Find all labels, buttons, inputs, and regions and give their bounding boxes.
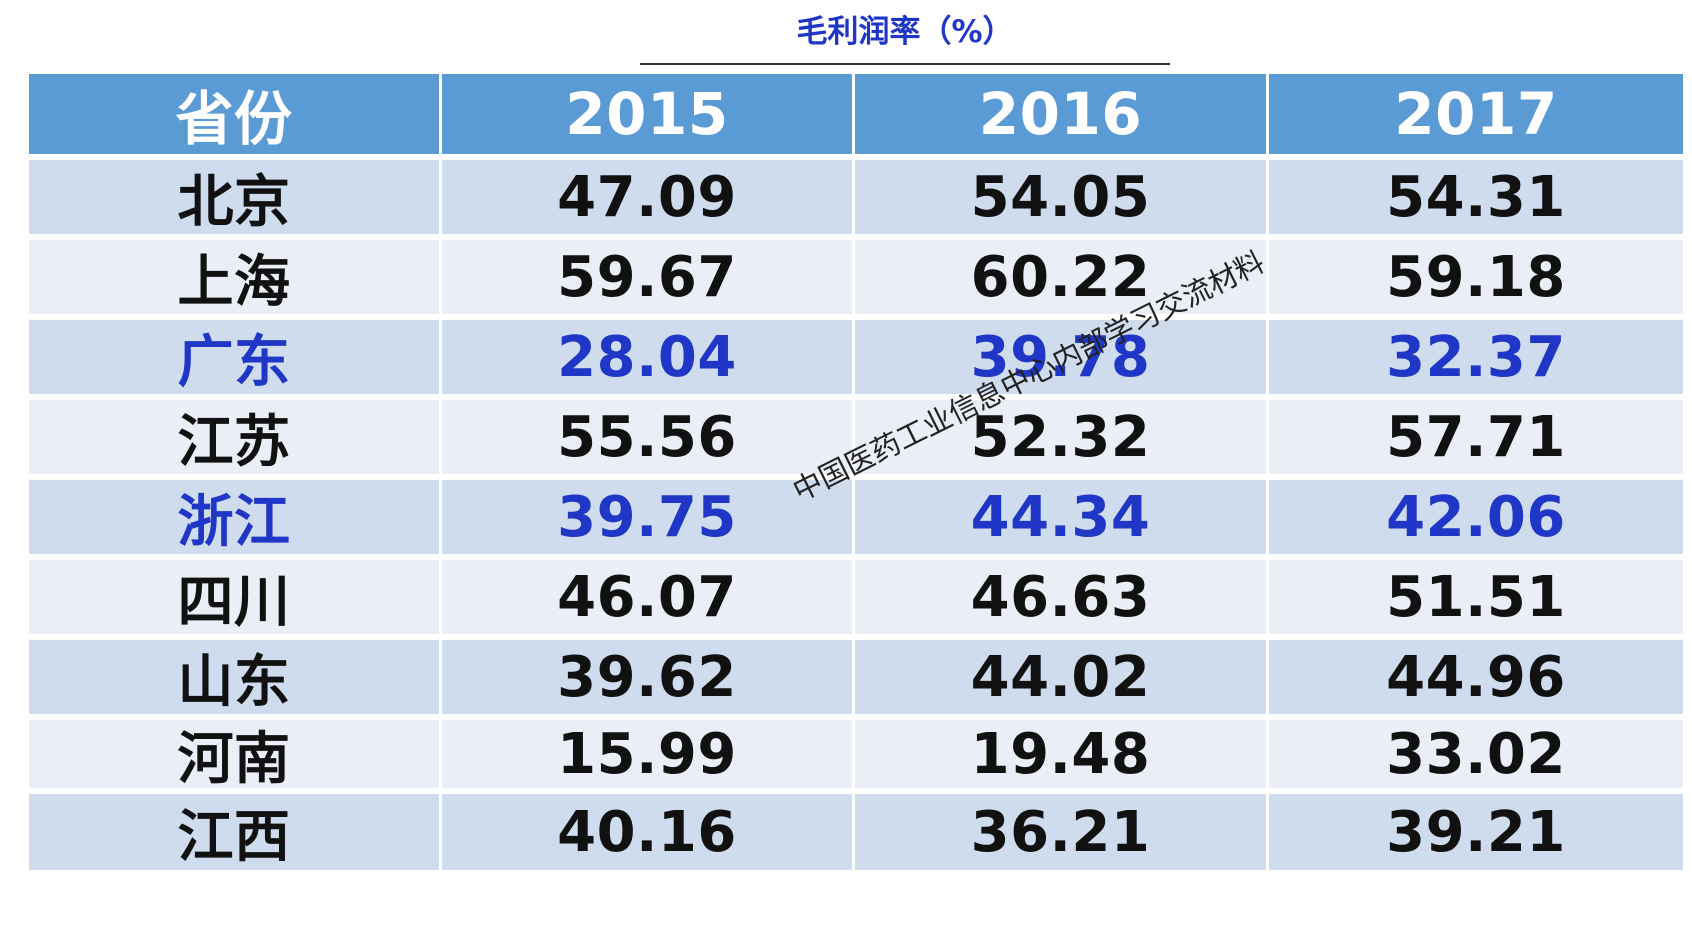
value-cell-2017: 59.18 xyxy=(1269,240,1683,320)
value-cell-2016: 44.34 xyxy=(855,480,1269,560)
value-cell-2017: 33.02 xyxy=(1269,720,1683,794)
header-2016: 2016 xyxy=(855,74,1269,160)
value-cell-2015: 39.62 xyxy=(442,640,855,720)
title-underline xyxy=(640,63,1170,65)
value-cell-2015: 28.04 xyxy=(442,320,855,400)
value-cell-2015: 47.09 xyxy=(442,160,855,240)
value-cell-2017: 57.71 xyxy=(1269,400,1683,480)
value-cell-2016: 44.02 xyxy=(855,640,1269,720)
value-cell-2015: 40.16 xyxy=(442,794,855,870)
value-cell-2017: 51.51 xyxy=(1269,560,1683,640)
header-2017: 2017 xyxy=(1269,74,1683,160)
province-cell: 浙江 xyxy=(29,480,442,560)
value-cell-2015: 39.75 xyxy=(442,480,855,560)
province-cell: 四川 xyxy=(29,560,442,640)
value-cell-2017: 39.21 xyxy=(1269,794,1683,870)
value-cell-2016: 54.05 xyxy=(855,160,1269,240)
value-cell-2016: 19.48 xyxy=(855,720,1269,794)
value-cell-2016: 60.22 xyxy=(855,240,1269,320)
value-cell-2015: 55.56 xyxy=(442,400,855,480)
province-cell: 江西 xyxy=(29,794,442,870)
value-cell-2015: 15.99 xyxy=(442,720,855,794)
province-cell: 河南 xyxy=(29,720,442,794)
value-cell-2016: 46.63 xyxy=(855,560,1269,640)
header-province: 省份 xyxy=(29,74,442,160)
province-cell: 北京 xyxy=(29,160,442,240)
table-title: 毛利润率（%） xyxy=(796,14,1014,50)
province-cell: 山东 xyxy=(29,640,442,720)
value-cell-2017: 42.06 xyxy=(1269,480,1683,560)
value-cell-2015: 59.67 xyxy=(442,240,855,320)
value-cell-2017: 32.37 xyxy=(1269,320,1683,400)
value-cell-2017: 44.96 xyxy=(1269,640,1683,720)
value-cell-2016: 36.21 xyxy=(855,794,1269,870)
value-cell-2017: 54.31 xyxy=(1269,160,1683,240)
province-cell: 广东 xyxy=(29,320,442,400)
value-cell-2015: 46.07 xyxy=(442,560,855,640)
value-cell-2016: 39.78 xyxy=(855,320,1269,400)
value-cell-2016: 52.32 xyxy=(855,400,1269,480)
province-cell: 江苏 xyxy=(29,400,442,480)
gross-margin-table: 省份 2015 2016 2017 北京 47.09 54.05 54.31 上… xyxy=(29,74,1683,870)
header-2015: 2015 xyxy=(442,74,855,160)
province-cell: 上海 xyxy=(29,240,442,320)
